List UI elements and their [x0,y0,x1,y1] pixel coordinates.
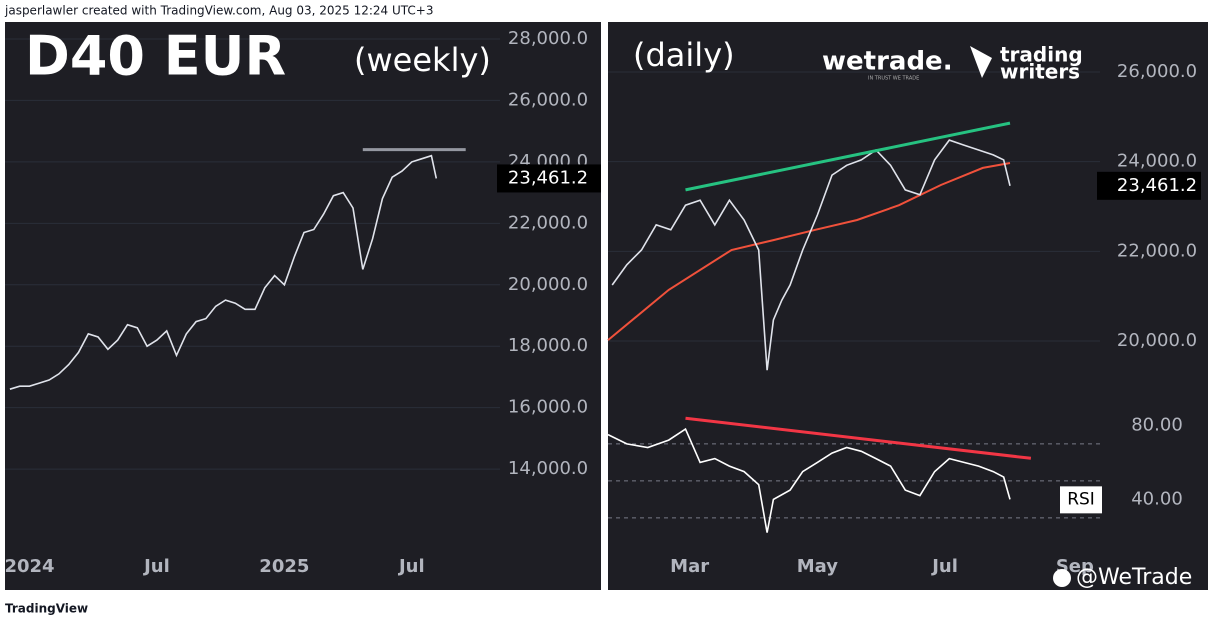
y-tick-label: 26,000.0 [508,89,588,110]
x-tick-label: Jul [397,556,425,577]
x-tick-label: 2025 [259,556,309,577]
logo-text: wetrade. [822,47,953,77]
x-tick-label: Jul [142,556,170,577]
price-line [9,154,438,390]
price-tag [497,164,601,193]
y-tick-label: 18,000.0 [508,335,588,356]
price-tag-label: 23,461.2 [508,167,588,188]
y-tick-label: 24,000.0 [1117,151,1197,172]
x-tick-label: May [797,556,839,577]
trendline [685,121,1011,192]
facebook-icon [1053,569,1071,587]
y-tick-label: 80.00 [1131,414,1183,435]
y-tick-label: 14,000.0 [508,458,588,479]
y-tick-label: 28,000.0 [508,28,588,49]
series-name: RSI [1067,489,1095,509]
brand: TradingView [5,602,88,616]
logo-text: writers [1000,60,1080,84]
chart-title: (daily) [633,36,735,74]
y-tick-label: 26,000.0 [1117,61,1197,82]
attribution: jasperlawler created with TradingView.co… [4,4,433,18]
y-tick-label: 40.00 [1131,488,1183,509]
x-tick-label: Jul [930,556,958,577]
logo-tagline: IN TRUST WE TRADE [868,76,919,82]
y-tick-label: 22,000.0 [1117,240,1197,261]
y-tick-label: 16,000.0 [508,397,588,418]
daily-panel [608,22,1208,590]
price-tag-label: 23,461.2 [1117,175,1197,196]
price-line [607,427,1011,533]
x-tick-label: 2024 [4,556,54,577]
x-tick-label: Mar [670,556,709,577]
moving-average [607,162,1011,341]
price-line [611,139,1011,371]
y-tick-label: 22,000.0 [508,212,588,233]
trendline [685,416,1032,460]
y-tick-label: 20,000.0 [1117,330,1197,351]
series-tag [1060,486,1102,514]
y-tick-label: 20,000.0 [508,274,588,295]
chart-title: D40 EUR [25,25,286,88]
logo-text: trading [1000,43,1083,67]
weekly-panel [5,22,601,590]
watermark: @WeTrade [1076,565,1192,590]
logo-icon [970,46,992,78]
chart-subtitle: (weekly) [354,41,491,79]
price-tag [1097,171,1201,200]
